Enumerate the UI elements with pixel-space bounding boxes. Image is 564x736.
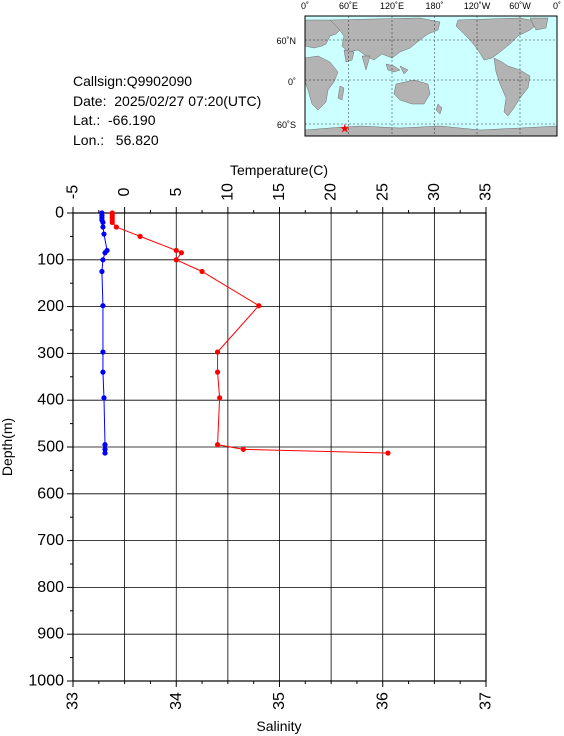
depth-axis: 0 100 200 300 400 500 600 700 800 900 1000 [28, 205, 73, 690]
depth-tick-label: 200 [37, 298, 64, 315]
temperature-data-point [385, 450, 391, 456]
map-longitude-labels: 0˚ 60˚E 120˚E 180˚ 120˚W 60˚W 0˚ [301, 1, 561, 11]
temperature-data-point [214, 369, 221, 375]
temperature-data-point [173, 247, 179, 254]
salinity-tick-label: 34 [168, 692, 185, 710]
map-lon-label: 0˚ [553, 1, 561, 11]
float-location-marker: ★ [339, 122, 350, 136]
salinity-data-point [100, 257, 106, 263]
map-lon-label: 120˚E [380, 1, 404, 11]
map-lon-label: 0˚ [301, 1, 309, 11]
depth-tick-label: 300 [37, 345, 64, 362]
temperature-data-point [137, 233, 143, 239]
temperature-data-point [173, 257, 179, 263]
salinity-data-point [102, 446, 108, 452]
salinity-axis: 33 34 35 36 37 [65, 681, 495, 710]
map-lat-label: 60˚N [276, 36, 296, 46]
temperature-tick-label: 10 [219, 183, 236, 201]
salinity-data-point [102, 450, 108, 456]
map-lat-label: 0˚ [288, 77, 296, 87]
temperature-data-point [256, 303, 262, 309]
temperature-tick-label: 15 [271, 183, 288, 201]
salinity-tick-label: 36 [374, 692, 391, 710]
temperature-data-point [214, 349, 221, 355]
depth-tick-label: 600 [37, 485, 64, 502]
salinity-data-point [99, 268, 105, 275]
salinity-data-point [101, 231, 107, 237]
temperature-data-point [109, 219, 115, 225]
temperature-data-point [217, 395, 223, 401]
salinity-data-point [101, 395, 107, 401]
salinity-data-point [100, 369, 106, 375]
salinity-data-point [102, 442, 108, 448]
depth-axis-label: Depth(m) [0, 418, 15, 476]
salinity-tick-label: 37 [478, 692, 495, 710]
depth-tick-label: 500 [37, 439, 64, 456]
depth-tick-label: 800 [37, 579, 64, 596]
map-landmasses [304, 17, 558, 137]
map-frame: ★ [304, 15, 558, 137]
salinity-data-point [100, 224, 106, 230]
latitude-text: Lat.: -66.190 [73, 112, 156, 128]
temperature-tick-label: 5 [168, 187, 185, 196]
temperature-tick-label: 30 [426, 183, 443, 201]
depth-tick-label: 0 [55, 205, 64, 222]
map-lon-label: 60˚W [509, 1, 531, 11]
temperature-data-point [113, 224, 119, 230]
map-latitude-labels: 60˚N 0˚ 60˚S [276, 36, 296, 130]
temperature-axis: -5 0 5 10 15 20 25 30 35 [65, 183, 495, 213]
map-lat-label: 60˚S [277, 120, 296, 130]
depth-tick-label: 100 [37, 251, 64, 268]
callsign-text: Callsign:Q9902090 [73, 73, 193, 89]
depth-tick-label: 700 [37, 532, 64, 549]
depth-tick-label: 1000 [28, 673, 64, 690]
depth-tick-label: 900 [37, 626, 64, 643]
series-layer [99, 210, 391, 456]
temperature-data-point [214, 442, 221, 448]
temperature-tick-label: 0 [116, 187, 133, 196]
temperature-data-point [178, 250, 185, 256]
temperature-tick-label: -5 [65, 185, 82, 199]
float-info-panel: Callsign:Q9902090 Date: 2025/02/27 07:20… [73, 72, 261, 150]
salinity-data-point [100, 303, 106, 309]
salinity-tick-label: 33 [65, 692, 82, 710]
temperature-profile-line [111, 213, 388, 454]
salinity-data-point [102, 250, 108, 256]
longitude-text: Lon.: 56.820 [73, 131, 159, 148]
temperature-tick-label: 20 [323, 183, 340, 201]
date-text: Date: 2025/02/27 07:20(UTC) [73, 92, 262, 109]
map-graticule [305, 16, 557, 136]
salinity-data-point [100, 219, 106, 225]
map-lon-label: 120˚W [464, 1, 491, 11]
map-border [304, 15, 558, 137]
temperature-data-point [199, 268, 205, 275]
temperature-data-point [240, 446, 246, 452]
map-lon-label: 180˚ [425, 1, 443, 11]
temperature-tick-label: 35 [478, 183, 495, 201]
map-lon-label: 60˚E [339, 1, 358, 11]
salinity-data-point [100, 349, 106, 355]
temperature-axis-label: Temperature(C) [230, 162, 328, 178]
chart-grid [72, 212, 487, 682]
salinity-tick-label: 35 [271, 692, 288, 710]
depth-tick-label: 400 [37, 392, 64, 409]
location-map: 0˚ 60˚E 120˚E 180˚ 120˚W 60˚W 0˚ 60˚N 0˚… [276, 1, 561, 137]
temperature-tick-label: 25 [374, 183, 391, 201]
salinity-axis-label: Salinity [256, 718, 301, 734]
